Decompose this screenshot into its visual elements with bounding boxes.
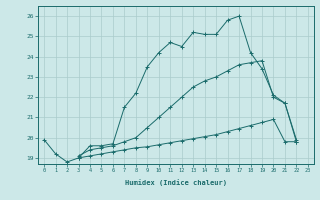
X-axis label: Humidex (Indice chaleur): Humidex (Indice chaleur) [125,179,227,186]
